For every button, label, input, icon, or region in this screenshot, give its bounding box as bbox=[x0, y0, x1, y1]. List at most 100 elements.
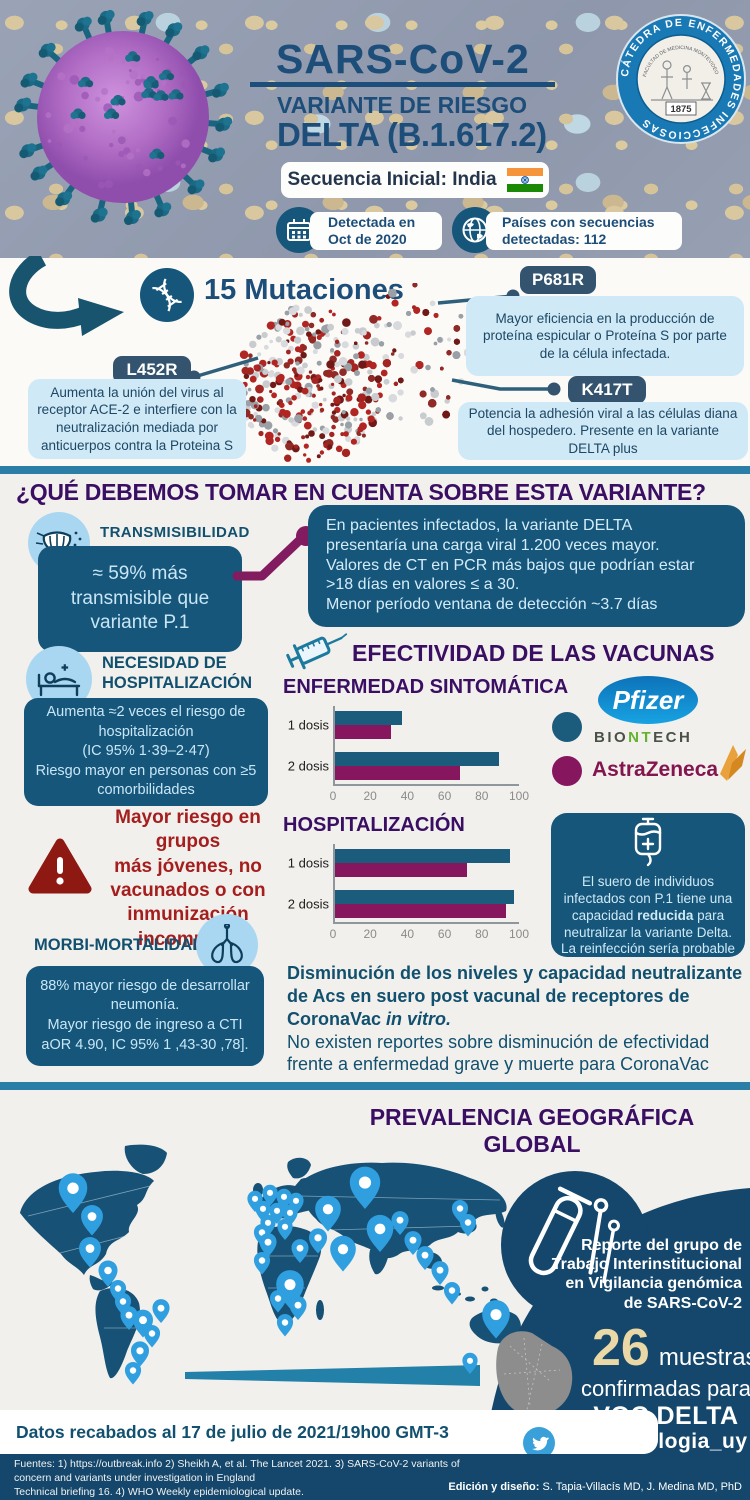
chart-bar-pfizer-biontech bbox=[335, 711, 402, 725]
map-pin bbox=[277, 1218, 293, 1240]
map-pin bbox=[269, 1289, 287, 1313]
credits-text: Edición y diseño: S. Tapia-Villacís MD, … bbox=[448, 1481, 742, 1493]
axis-tick: 100 bbox=[508, 927, 530, 941]
axis-tick: 0 bbox=[329, 789, 337, 803]
morbidity-label: MORBI-MORTALIDAD bbox=[34, 936, 205, 954]
uruguay-map bbox=[496, 1331, 573, 1416]
map-pin bbox=[130, 1341, 150, 1367]
astrazeneca-series-dot bbox=[552, 756, 582, 786]
morbidity-card: 88% mayor riesgo de desarrollar neumonía… bbox=[26, 966, 264, 1066]
sources-text: Fuentes: 1) https://outbreak.info 2) She… bbox=[14, 1458, 460, 1498]
transmissibility-card: ≈ 59% más transmisible que variante P.1 bbox=[38, 546, 242, 652]
hospitalization-chart: 1 dosis 2 dosis 0 20 40 60 80 100 bbox=[283, 844, 529, 941]
coronavirus-illustration bbox=[14, 9, 233, 226]
hospitalization-chart-title: HOSPITALIZACIÓN bbox=[283, 814, 465, 836]
chart-bar-pfizer-biontech bbox=[335, 890, 514, 904]
pfizer-logo-text: Pfizer bbox=[613, 685, 686, 715]
mutations-count-title: 15 Mutaciones bbox=[204, 274, 404, 306]
map-pin bbox=[366, 1214, 394, 1252]
section-divider bbox=[0, 466, 750, 474]
map-pin bbox=[349, 1166, 381, 1209]
samples-number: 26 bbox=[592, 1319, 650, 1377]
serum-note-text: El suero de individuos infectados con P.… bbox=[560, 873, 736, 957]
map-pin bbox=[289, 1296, 307, 1320]
serum-note-card: El suero de individuos infectados con P.… bbox=[551, 813, 745, 957]
map-pin bbox=[330, 1235, 356, 1272]
logo-year: 1875 bbox=[670, 104, 692, 115]
axis-tick: 100 bbox=[508, 789, 530, 803]
chart-category-label: 1 dosis bbox=[287, 855, 329, 871]
astrazeneca-logo: AstraZeneca bbox=[592, 758, 719, 781]
axis-tick: 60 bbox=[437, 927, 452, 941]
variant-name: DELTA (B.1.617.2) bbox=[277, 116, 547, 153]
chart-category-label: 2 dosis bbox=[287, 896, 329, 912]
chart-bar-pfizer-biontech bbox=[335, 849, 510, 863]
youth-risk-warning: Mayor riesgo en grupos más jóvenes, no v… bbox=[110, 807, 266, 950]
considerations-title: ¿QUÉ DEBEMOS TOMAR EN CUENTA SOBRE ESTA … bbox=[16, 479, 706, 505]
iv-bag-icon bbox=[634, 817, 662, 867]
pfizer-series-dot bbox=[552, 712, 582, 742]
section-divider bbox=[0, 1082, 750, 1090]
mutation-desc-l452r: Aumenta la unión del virus al receptor A… bbox=[28, 379, 246, 459]
map-pin bbox=[391, 1211, 409, 1235]
map-pin bbox=[459, 1213, 477, 1237]
map-pin bbox=[253, 1251, 271, 1275]
map-pin bbox=[143, 1324, 161, 1348]
map-pin bbox=[58, 1173, 88, 1213]
map-pin bbox=[259, 1233, 277, 1257]
map-pin bbox=[404, 1231, 422, 1255]
coronavac-note: Disminución de los niveles y capacidad n… bbox=[287, 962, 750, 1076]
world-map bbox=[20, 1144, 549, 1386]
spike-protein-render bbox=[238, 283, 476, 463]
dna-badge-circle bbox=[140, 268, 194, 322]
axis-tick: 40 bbox=[400, 927, 415, 941]
map-pin bbox=[462, 1352, 478, 1374]
countries-pill: Países con secuencias detectadas: 112 bbox=[486, 212, 682, 250]
chart-category-label: 2 dosis bbox=[287, 758, 329, 774]
detected-date-text: Detectada en Oct de 2020 bbox=[328, 214, 416, 247]
chart-x-axis: 0 20 40 60 80 100 bbox=[329, 784, 529, 803]
astrazeneca-mark-icon bbox=[720, 745, 746, 781]
page-title: SARS-CoV-2 bbox=[276, 36, 530, 82]
axis-tick: 0 bbox=[329, 927, 337, 941]
map-pin bbox=[308, 1228, 328, 1254]
map-pin bbox=[276, 1188, 292, 1210]
vaccines-title: EFECTIVIDAD DE LAS VACUNAS bbox=[352, 640, 715, 666]
map-pin bbox=[288, 1192, 304, 1214]
twitter-handle[interactable]: @infectologia_uy bbox=[565, 1430, 748, 1453]
credits-label: Edición y diseño: bbox=[448, 1481, 540, 1493]
warning-icon bbox=[28, 838, 92, 894]
uruguay-callout-line bbox=[185, 1365, 480, 1386]
footer-bar bbox=[0, 1454, 750, 1500]
axis-tick: 20 bbox=[363, 789, 377, 803]
axis-tick: 80 bbox=[475, 789, 489, 803]
mutation-desc-p681r: Mayor eficiencia en la producción de pro… bbox=[466, 296, 744, 376]
map-pin bbox=[431, 1261, 449, 1285]
dna-badge bbox=[140, 268, 194, 322]
mutation-desc-k417t: Potencia la adhesión viral a las células… bbox=[458, 402, 748, 460]
mutation-tag-p681r: P681R bbox=[520, 266, 596, 294]
logo-engraving bbox=[651, 60, 713, 101]
samples-count-row: 26 muestras bbox=[592, 1318, 750, 1378]
biontech-text-2: NT bbox=[628, 729, 654, 746]
symptomatic-chart: 1 dosis 2 dosis 0 20 40 60 80 100 bbox=[283, 706, 529, 803]
hospital-bed-icon bbox=[37, 664, 81, 697]
sequence-label: Secuencia Inicial: India bbox=[287, 169, 497, 190]
chart-bar-astrazeneca bbox=[335, 766, 460, 780]
map-pin bbox=[315, 1195, 341, 1232]
twitter-badge bbox=[523, 1427, 555, 1459]
map-pin bbox=[416, 1246, 434, 1270]
map-pin bbox=[81, 1205, 103, 1236]
biontech-text-3: ECH bbox=[653, 729, 693, 746]
map-pin bbox=[79, 1237, 101, 1268]
map-pin bbox=[276, 1313, 294, 1337]
axis-tick: 40 bbox=[400, 789, 415, 803]
pfizer-logo: Pfizer bbox=[598, 676, 698, 724]
confirmed-for-text: confirmadas para bbox=[581, 1376, 750, 1401]
map-section-title: PREVALENCIA GEOGRÁFICA GLOBAL bbox=[369, 1104, 695, 1157]
coronavac-bold-text: Disminución de los niveles y capacidad n… bbox=[287, 963, 743, 1029]
map-pin bbox=[291, 1239, 309, 1263]
viral-load-note: En pacientes infectados, la variante DEL… bbox=[308, 505, 745, 627]
symptomatic-chart-title: ENFERMEDAD SINTOMÁTICA bbox=[283, 676, 569, 698]
